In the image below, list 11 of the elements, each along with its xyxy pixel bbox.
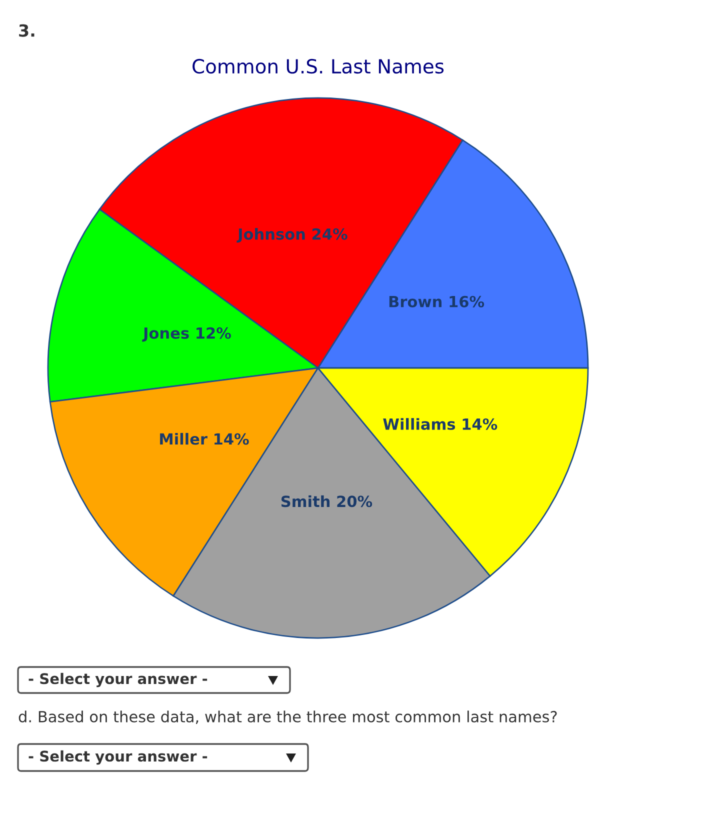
slice-label: Smith 20%	[281, 495, 372, 508]
slice-label: Jones 12%	[142, 327, 231, 342]
slice-label: Brown 16%	[389, 296, 484, 308]
text: - Select your answer -	[28, 750, 208, 765]
slice-label: Williams 14%	[383, 418, 498, 430]
text: d. Based on these data, what are the three most common last names?	[18, 710, 557, 724]
text: - Select your answer -	[28, 672, 208, 688]
slice-label: Johnson 24%	[236, 228, 348, 243]
chart-title: Common U.S. Last Names	[192, 58, 444, 74]
text: 3.	[19, 24, 34, 37]
slice-label: Miller 14%	[160, 432, 249, 445]
